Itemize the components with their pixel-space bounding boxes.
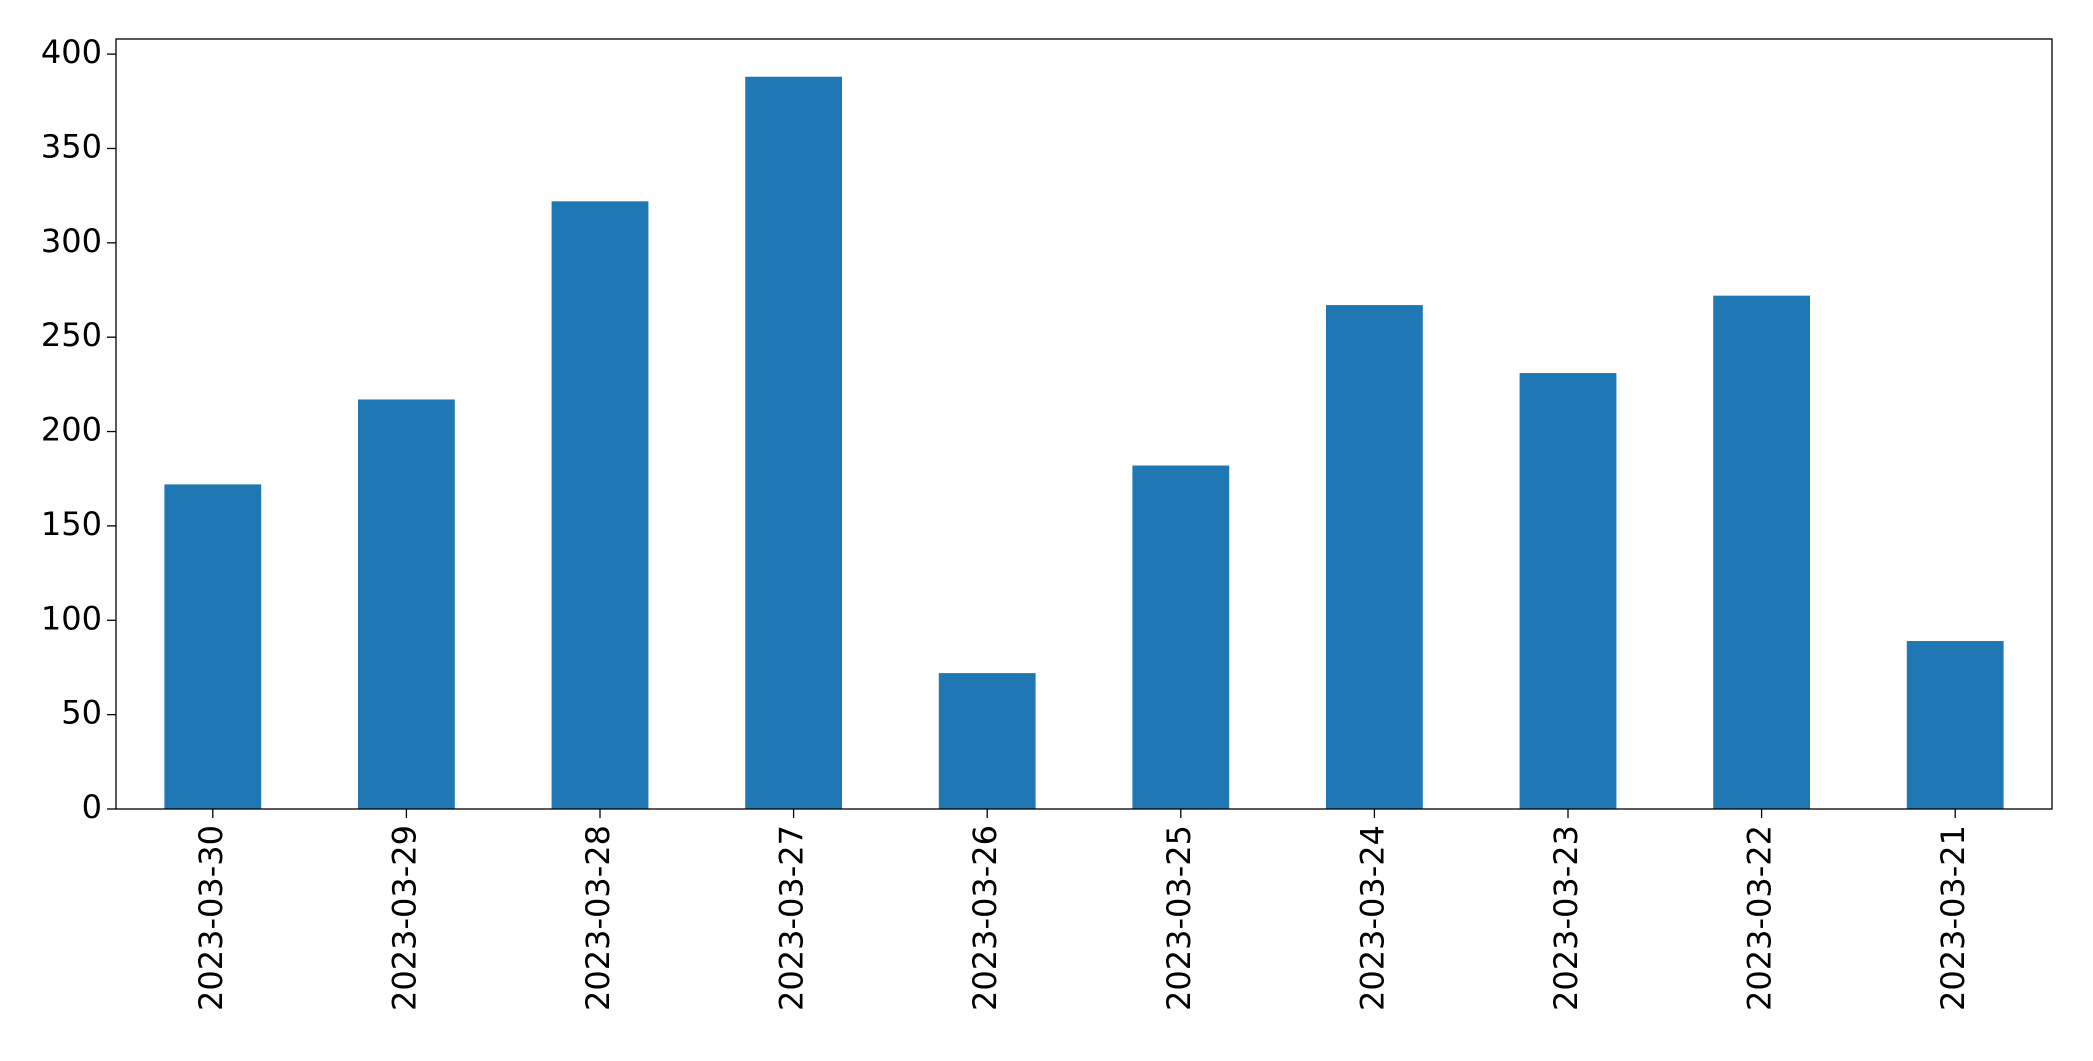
x-tick-label: 2023-03-29 — [385, 825, 423, 1011]
x-tick-label: 2023-03-24 — [1353, 825, 1391, 1011]
x-tick-label: 2023-03-30 — [192, 825, 230, 1011]
bar — [938, 673, 1036, 809]
bar — [1519, 373, 1617, 809]
y-tick-label: 50 — [61, 694, 102, 732]
bar — [1713, 295, 1810, 810]
x-tick-label: 2023-03-26 — [966, 825, 1004, 1011]
y-tick-label: 250 — [41, 316, 102, 354]
x-tick-label: 2023-03-22 — [1741, 825, 1779, 1011]
bar — [1132, 465, 1230, 809]
y-tick-label: 150 — [41, 505, 102, 543]
x-tick-label: 2023-03-23 — [1547, 825, 1585, 1011]
y-tick-label: 200 — [41, 411, 102, 449]
x-tick-label: 2023-03-21 — [1934, 825, 1972, 1011]
bar — [745, 76, 842, 809]
bar — [358, 399, 455, 809]
bar — [1326, 305, 1423, 809]
y-tick-label: 350 — [41, 127, 102, 165]
x-tick-label: 2023-03-27 — [773, 825, 811, 1011]
y-tick-label: 400 — [41, 33, 102, 71]
y-tick-label: 300 — [41, 222, 102, 260]
bar — [551, 201, 649, 809]
x-tick-label: 2023-03-28 — [579, 825, 617, 1011]
x-tick-label: 2023-03-25 — [1160, 825, 1198, 1011]
y-tick-label: 0 — [82, 788, 102, 826]
bar — [1906, 641, 2004, 809]
plot-frame — [115, 38, 2053, 810]
y-tick-label: 100 — [41, 599, 102, 637]
bar — [164, 484, 262, 809]
